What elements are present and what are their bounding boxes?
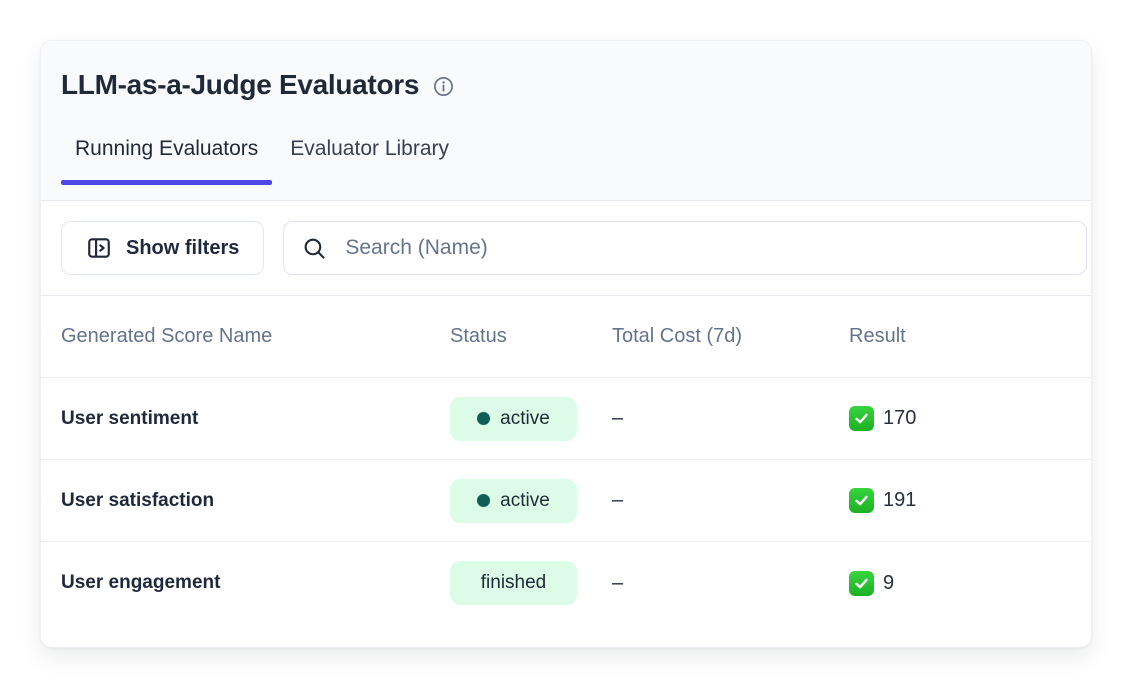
active-tab-underline	[61, 180, 273, 185]
total-cost-value: –	[612, 571, 624, 594]
check-mark-icon	[849, 488, 874, 513]
page-title: LLM-as-a-Judge Evaluators	[61, 69, 420, 100]
check-mark-icon	[849, 570, 874, 596]
table-row[interactable]: User engagement finished – 9	[41, 542, 1091, 624]
total-cost-value: –	[612, 489, 624, 511]
tab-bar: Running Evaluators Evaluator Library	[61, 135, 1071, 185]
status-label: active	[500, 489, 550, 511]
search-input[interactable]	[345, 236, 1068, 260]
table-row[interactable]: User sentiment active – 170	[41, 378, 1091, 460]
tab-running-evaluators[interactable]: Running Evaluators	[61, 135, 273, 185]
column-header-status: Status	[450, 325, 507, 347]
status-cell: active	[450, 478, 612, 523]
evaluator-name: User engagement	[61, 572, 221, 593]
status-label: active	[500, 407, 550, 429]
total-cost-value: –	[612, 407, 624, 429]
show-filters-button[interactable]: Show filters	[61, 221, 265, 275]
search-box	[283, 221, 1087, 275]
result-count: 9	[883, 571, 895, 594]
check-mark-icon	[849, 406, 874, 431]
result-cell: 9	[849, 570, 1071, 596]
tab-label: Running Evaluators	[75, 137, 259, 160]
evaluators-panel: LLM-as-a-Judge Evaluators Running Evalua…	[40, 40, 1092, 648]
tab-evaluator-library[interactable]: Evaluator Library	[276, 135, 463, 185]
status-active-dot	[477, 412, 491, 425]
result-count: 170	[883, 407, 917, 429]
table-header-row: Generated Score Name Status Total Cost (…	[41, 296, 1091, 378]
status-active-dot	[477, 494, 491, 507]
title-row: LLM-as-a-Judge Evaluators	[61, 63, 1071, 107]
panel-expand-icon	[86, 235, 112, 261]
status-cell: finished	[450, 561, 612, 605]
evaluator-name: User satisfaction	[61, 489, 215, 511]
column-header-total-cost: Total Cost (7d)	[612, 325, 743, 347]
panel-header: LLM-as-a-Judge Evaluators Running Evalua…	[41, 41, 1091, 201]
result-count: 191	[883, 489, 917, 511]
status-badge: active	[450, 478, 577, 523]
status-badge: finished	[450, 561, 577, 605]
filter-toolbar: Show filters	[41, 201, 1091, 296]
status-cell: active	[450, 396, 612, 441]
info-icon[interactable]	[432, 75, 455, 98]
column-header-result: Result	[849, 325, 906, 347]
status-label: finished	[480, 572, 547, 593]
status-badge: active	[450, 396, 577, 441]
column-header-generated-score-name: Generated Score Name	[61, 325, 273, 347]
evaluator-name: User sentiment	[61, 407, 199, 429]
result-cell: 191	[849, 488, 1071, 513]
show-filters-label: Show filters	[126, 236, 240, 259]
search-icon	[302, 236, 327, 261]
table-row[interactable]: User satisfaction active – 191	[41, 460, 1091, 542]
result-cell: 170	[849, 406, 1071, 431]
tab-label: Evaluator Library	[290, 137, 450, 160]
